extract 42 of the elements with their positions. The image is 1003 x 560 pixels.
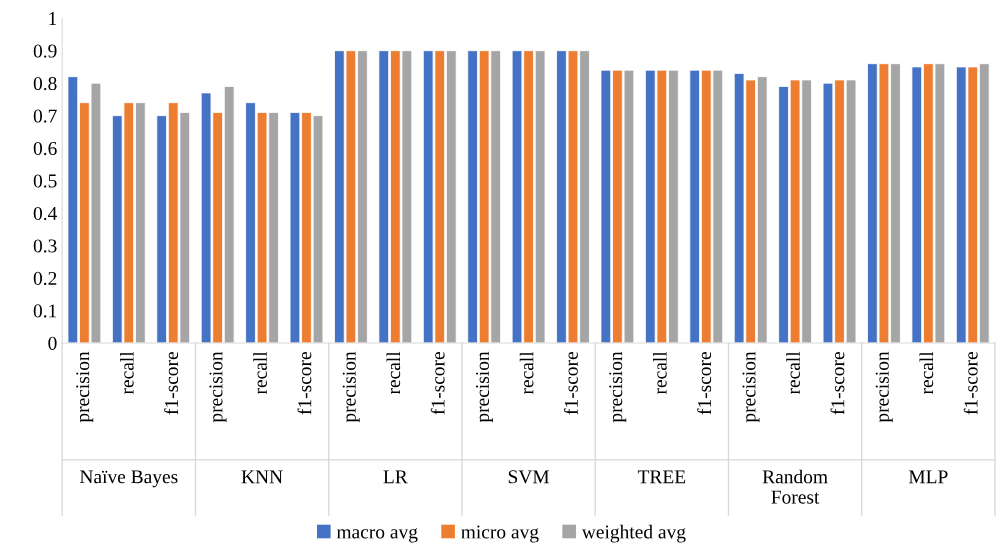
y-tick-label: 0: [48, 336, 57, 350]
legend-label: macro avg: [336, 528, 418, 543]
y-tick-label: 0.4: [33, 206, 58, 221]
text: Random Forest: [762, 469, 828, 504]
text: TREE: [637, 470, 686, 484]
x-tick-label: recall: [653, 351, 667, 395]
y-tick-label: 1: [49, 12, 57, 25]
text: KNN: [241, 470, 283, 484]
x-tick-label: recall: [919, 351, 934, 395]
y-tick-label: 0.5: [33, 174, 57, 188]
x-tick-label: f1-score: [697, 352, 712, 415]
x-tick-label: recall: [386, 351, 401, 395]
text: MLP: [908, 470, 948, 484]
x-tick-label: f1-score: [297, 352, 312, 415]
x-tick-label: precision: [76, 351, 94, 423]
legend-label: weighted avg: [581, 524, 686, 543]
x-tick-label: f1-score: [563, 352, 578, 415]
y-tick-label: 0.3: [33, 239, 57, 253]
y-tick-label: 0.9: [33, 44, 57, 58]
x-tick-label: precision: [875, 351, 893, 423]
x-tick-label: precision: [609, 351, 627, 423]
text: SVM: [508, 470, 550, 484]
y-tick-label: 0.8: [33, 76, 57, 91]
x-tick-label: precision: [209, 351, 227, 423]
x-tick-label: precision: [342, 351, 360, 423]
text: LR: [383, 470, 408, 484]
x-tick-label: f1-score: [963, 352, 978, 415]
x-tick-label: precision: [475, 351, 493, 423]
legend-label: micro avg: [461, 525, 539, 543]
x-tick-label: recall: [519, 351, 534, 395]
x-tick-label: recall: [253, 351, 267, 395]
x-tick-label: recall: [786, 351, 800, 395]
y-tick-label: 0.7: [33, 109, 57, 123]
y-tick-label: 0.1: [33, 304, 57, 318]
x-tick-label: recall: [120, 351, 134, 395]
x-tick-label: f1-score: [830, 352, 845, 415]
x-tick-label: precision: [742, 351, 760, 423]
y-tick-label: 0.6: [33, 141, 57, 156]
x-tick-label: f1-score: [164, 352, 179, 415]
x-tick-label: f1-score: [430, 352, 445, 415]
y-tick-label: 0.2: [33, 271, 57, 286]
text: Naïve Bayes: [79, 470, 178, 488]
